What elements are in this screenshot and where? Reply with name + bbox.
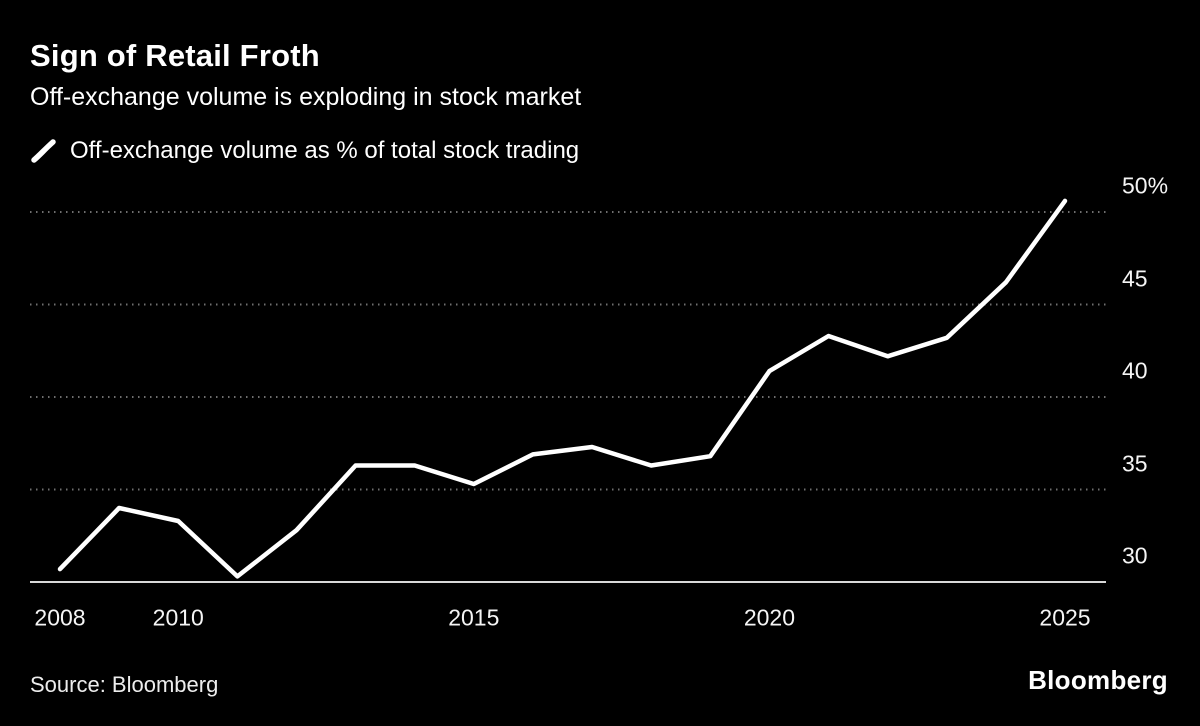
legend: Off-exchange volume as % of total stock …	[30, 137, 579, 165]
bloomberg-logo: Bloomberg	[1028, 665, 1168, 695]
x-tick-label: 2010	[152, 604, 204, 631]
y-tick-label: 50%	[1122, 172, 1169, 199]
y-tick-label: 30	[1122, 542, 1148, 569]
y-tick-label: 40	[1122, 357, 1148, 384]
chart-title: Sign of Retail Froth	[30, 38, 320, 73]
legend-line-icon	[31, 139, 56, 163]
x-tick-label: 2015	[448, 604, 500, 631]
x-tick-label: 2008	[34, 604, 86, 631]
data-line-off-exchange-volume	[57, 198, 1068, 579]
source-note: Source: Bloomberg	[30, 672, 219, 697]
x-tick-label: 2020	[743, 604, 795, 631]
y-tick-label: 45	[1122, 265, 1148, 291]
x-tick-label: 2025	[1039, 604, 1091, 631]
legend-label: Off-exchange volume as % of total stock …	[70, 137, 580, 164]
chart-subtitle: Off-exchange volume is exploding in stoc…	[30, 83, 582, 111]
y-tick-label: 35	[1122, 450, 1148, 476]
